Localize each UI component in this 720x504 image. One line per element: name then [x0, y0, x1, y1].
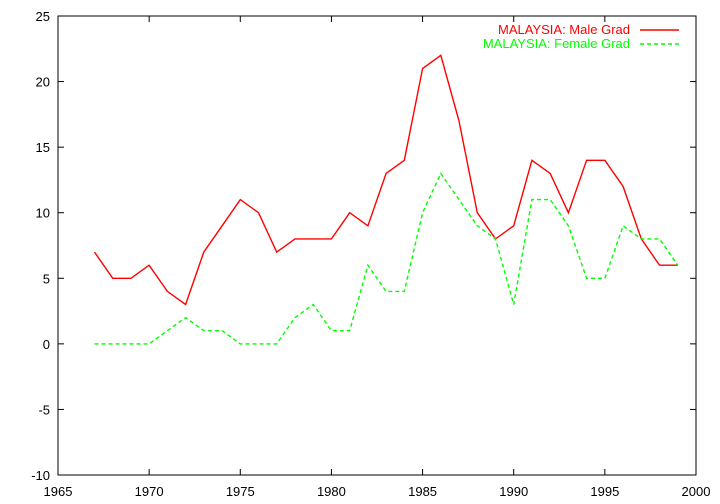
- x-tick-label: 1985: [408, 484, 437, 499]
- y-tick-label: 10: [36, 206, 50, 221]
- legend-label: MALAYSIA: Male Grad: [498, 22, 630, 37]
- x-tick-label: 1995: [590, 484, 619, 499]
- y-tick-label: -5: [38, 402, 50, 417]
- legend-label: MALAYSIA: Female Grad: [483, 36, 630, 51]
- axis-ticks: -10 -5 0 5 10 15 20 25 1965 1970 1975 1980 1985 1990 1…: [31, 9, 710, 499]
- x-tick-label: 1980: [317, 484, 346, 499]
- y-tick-label: 15: [36, 140, 50, 155]
- x-tick-label: 2000: [682, 484, 711, 499]
- series-layer: [93, 54, 679, 345]
- series-line-male-grad: [93, 54, 678, 306]
- x-tick-label: 1975: [226, 484, 255, 499]
- y-tick-label: 0: [43, 337, 50, 352]
- y-tick-label: -10: [31, 468, 50, 483]
- plot-frame: [57, 15, 697, 476]
- y-tick-label: 20: [36, 75, 50, 90]
- x-tick-label: 1970: [135, 484, 164, 499]
- x-tick-label: 1990: [499, 484, 528, 499]
- series-line-female-grad: [94, 171, 679, 345]
- y-tick-label: 25: [36, 9, 50, 24]
- y-tick-label: 5: [43, 271, 50, 286]
- x-tick-label: 1965: [44, 484, 73, 499]
